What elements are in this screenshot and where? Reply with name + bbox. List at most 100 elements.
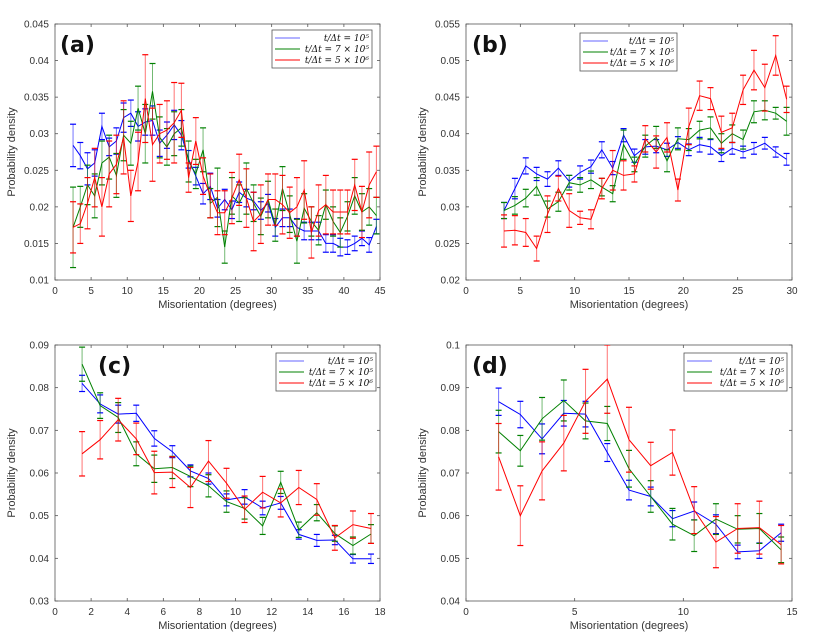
x-tick-label: 0 [463, 286, 469, 297]
x-tick-label: 5 [572, 607, 578, 618]
x-tick-label: 14 [302, 607, 314, 618]
legend-label: t/Δt = 5 × 10⁶ [305, 56, 369, 66]
panel-label: (c) [98, 354, 131, 379]
y-tick-label: 0.04 [441, 129, 461, 140]
plot-marks [495, 345, 785, 569]
y-tick-label: 0.025 [435, 239, 460, 250]
x-axis-title: Misorientation (degrees) [570, 299, 689, 311]
legend-label: t/Δt = 10⁵ [324, 34, 369, 44]
x-tick-label: 20 [678, 286, 690, 297]
series-line [81, 364, 372, 547]
series-line [498, 399, 782, 551]
y-tick-label: 0.035 [435, 166, 460, 177]
x-tick-label: 8 [197, 607, 203, 618]
y-axis-title: Probability density [6, 428, 18, 518]
x-tick-label: 5 [518, 286, 524, 297]
y-tick-label: 0.09 [30, 341, 50, 352]
y-tick-label: 0.05 [30, 511, 50, 522]
x-tick-label: 18 [374, 607, 386, 618]
x-tick-label: 20 [194, 286, 206, 297]
panel-label: (a) [60, 33, 95, 58]
x-tick-label: 0 [463, 607, 469, 618]
y-tick-label: 0.1 [446, 341, 460, 352]
x-tick-label: 16 [338, 607, 350, 618]
x-tick-label: 25 [230, 286, 242, 297]
y-tick-label: 0.04 [441, 597, 461, 608]
x-tick-label: 0 [52, 286, 58, 297]
x-tick-label: 25 [732, 286, 744, 297]
legend-label: t/Δt = 10⁵ [328, 357, 373, 367]
series-line [498, 378, 782, 546]
plot-marks [70, 54, 380, 269]
x-tick-label: 15 [786, 607, 798, 618]
y-tick-label: 0.03 [441, 202, 461, 213]
x-axis-title: Misorientation (degrees) [570, 620, 689, 632]
y-tick-label: 0.07 [441, 469, 461, 480]
y-tick-label: 0.08 [30, 383, 50, 394]
legend-label: t/Δt = 7 × 10⁵ [610, 48, 674, 58]
x-tick-label: 10 [230, 607, 242, 618]
legend-label: t/Δt = 7 × 10⁵ [720, 368, 784, 378]
panel-c: 0 2 4 6 8 10 12 14 16 18 0.03 0.04 0.05 0.06 0.07 0.08 0… [6, 341, 386, 633]
series-line [72, 98, 377, 233]
x-tick-label: 12 [266, 607, 278, 618]
y-tick-label: 0.04 [30, 554, 50, 565]
series-line [81, 418, 372, 539]
y-tick-label: 0.03 [30, 597, 50, 608]
y-tick-label: 0.04 [30, 56, 50, 67]
y-axis-title: Probability density [417, 428, 429, 518]
y-tick-label: 0.08 [441, 426, 461, 437]
x-tick-label: 10 [678, 607, 690, 618]
y-tick-label: 0.02 [30, 202, 50, 213]
x-tick-label: 40 [338, 286, 350, 297]
legend-label: t/Δt = 7 × 10⁵ [305, 45, 369, 55]
y-tick-label: 0.05 [441, 554, 461, 565]
y-tick-label: 0.01 [30, 276, 50, 287]
panel-d: 0 5 10 15 0.04 0.05 0.06 0.07 0.08 0.09 0.1 Misorie… [417, 341, 798, 633]
y-tick-label: 0.035 [24, 93, 49, 104]
plot-marks [501, 35, 790, 262]
x-tick-label: 35 [302, 286, 314, 297]
x-tick-label: 45 [374, 286, 386, 297]
x-tick-label: 4 [124, 607, 130, 618]
x-tick-label: 6 [161, 607, 167, 618]
legend-label: t/Δt = 10⁵ [629, 37, 674, 47]
x-tick-label: 30 [266, 286, 278, 297]
panel-label: (d) [472, 354, 508, 379]
x-tick-label: 5 [88, 286, 94, 297]
x-tick-label: 0 [52, 607, 58, 618]
legend-label: t/Δt = 5 × 10⁶ [720, 379, 784, 389]
plot-marks [79, 346, 374, 565]
y-tick-label: 0.06 [441, 511, 461, 522]
x-axis-title: Misorientation (degrees) [158, 299, 277, 311]
series-line [503, 53, 788, 250]
y-tick-label: 0.02 [441, 276, 461, 287]
y-axis-title: Probability density [6, 107, 18, 197]
y-tick-label: 0.045 [24, 20, 49, 31]
panel-label: (b) [472, 33, 508, 58]
series-2 [495, 345, 785, 569]
y-tick-label: 0.05 [441, 56, 461, 67]
legend-label: t/Δt = 10⁵ [739, 357, 784, 367]
x-tick-label: 2 [88, 607, 94, 618]
x-tick-label: 30 [786, 286, 798, 297]
y-tick-label: 0.09 [441, 383, 461, 394]
x-tick-label: 15 [158, 286, 170, 297]
legend-label: t/Δt = 5 × 10⁶ [309, 379, 373, 389]
y-tick-label: 0.07 [30, 426, 50, 437]
x-axis-title: Misorientation (degrees) [158, 620, 277, 632]
y-tick-label: 0.045 [435, 93, 460, 104]
y-tick-label: 0.025 [24, 166, 49, 177]
series-2 [70, 54, 380, 259]
y-tick-label: 0.03 [30, 129, 50, 140]
panel-a: 0 5 10 15 20 25 30 35 40 45 0.01 0.015 0.02 0.025 0.03… [6, 20, 386, 312]
legend-label: t/Δt = 5 × 10⁶ [610, 59, 674, 69]
legend-label: t/Δt = 7 × 10⁵ [309, 368, 373, 378]
x-tick-label: 15 [623, 286, 635, 297]
panel-b: 0 5 10 15 20 25 30 0.02 0.025 0.03 0.035 0.04 0.045 0… [417, 20, 798, 312]
y-tick-label: 0.055 [435, 20, 460, 31]
